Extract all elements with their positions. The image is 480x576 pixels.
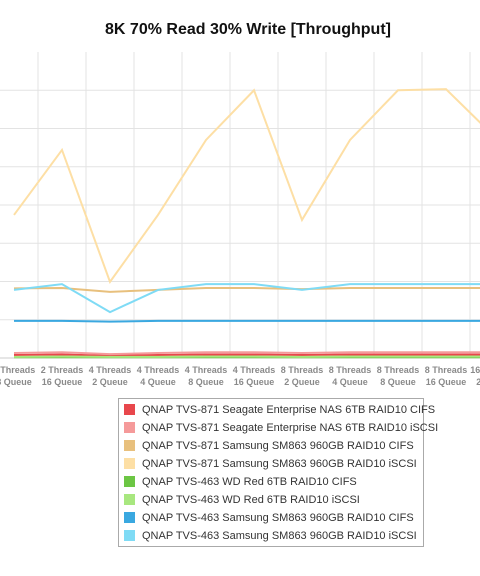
- legend-label: QNAP TVS-871 Seagate Enterprise NAS 6TB …: [142, 422, 438, 434]
- series-line: [13, 351, 480, 356]
- legend-swatch: [124, 422, 135, 433]
- series-line: [13, 283, 480, 314]
- x-tick-label-line: 8 Threads: [425, 365, 468, 375]
- x-tick-label-line: 8 Queue: [0, 377, 32, 387]
- x-tick-label-line: 2 Threads: [41, 365, 84, 375]
- x-tick-label-line: 2 Queue: [92, 377, 128, 387]
- legend-label: QNAP TVS-463 Samsung SM863 960GB RAID10 …: [142, 512, 414, 524]
- legend-swatch: [124, 494, 135, 505]
- legend-label: QNAP TVS-463 WD Red 6TB RAID10 CIFS: [142, 476, 357, 488]
- x-tick-label: 16 Threads 2 Queue: [470, 365, 480, 387]
- x-tick-label: 8 Threads 8 Queue: [377, 365, 420, 387]
- x-tick-label: 8 Threads 4 Queue: [329, 365, 372, 387]
- legend-swatch: [124, 512, 135, 523]
- x-tick-label-line: 8 Queue: [380, 377, 416, 387]
- x-tick-label-line: 2 Queue: [476, 377, 480, 387]
- x-tick-label-line: 2 Threads: [0, 365, 35, 375]
- x-tick-label-line: 8 Queue: [188, 377, 224, 387]
- x-tick-label: 2 Threads 16 Queue: [41, 365, 84, 387]
- x-tick-label-line: 16 Queue: [42, 377, 83, 387]
- x-tick-label-line: 4 Queue: [332, 377, 368, 387]
- x-tick-label-line: 4 Threads: [185, 365, 228, 375]
- legend-swatch: [124, 476, 135, 487]
- legend-label: QNAP TVS-463 Samsung SM863 960GB RAID10 …: [142, 530, 417, 542]
- legend-label: QNAP TVS-463 WD Red 6TB RAID10 iSCSI: [142, 494, 360, 506]
- legend-swatch: [124, 404, 135, 415]
- x-tick-label-line: 8 Threads: [377, 365, 420, 375]
- series-line: [13, 88, 480, 285]
- legend-swatch: [124, 440, 135, 451]
- x-tick-label-line: 4 Threads: [137, 365, 180, 375]
- x-tick-label-line: 4 Threads: [233, 365, 276, 375]
- x-tick-label-line: 4 Threads: [89, 365, 132, 375]
- x-tick-label: 4 Threads 4 Queue: [137, 365, 180, 387]
- x-tick-label: 4 Threads 2 Queue: [89, 365, 132, 387]
- legend-label: QNAP TVS-871 Seagate Enterprise NAS 6TB …: [142, 404, 435, 416]
- x-tick-label: 8 Threads 16 Queue: [425, 365, 468, 387]
- legend-label: QNAP TVS-871 Samsung SM863 960GB RAID10 …: [142, 440, 414, 452]
- legend-swatch: [124, 530, 135, 541]
- legend-swatch: [124, 458, 135, 469]
- x-tick-label-line: 16 Threads: [470, 365, 480, 375]
- x-tick-label-line: 4 Queue: [140, 377, 176, 387]
- x-tick-label-line: 8 Threads: [281, 365, 324, 375]
- x-tick-label: 4 Threads 8 Queue: [185, 365, 228, 387]
- series-line: [13, 353, 480, 357]
- legend-label: QNAP TVS-871 Samsung SM863 960GB RAID10 …: [142, 458, 417, 470]
- x-tick-label: 4 Threads 16 Queue: [233, 365, 276, 387]
- x-tick-label: 2 Threads 8 Queue: [0, 365, 35, 387]
- series-line: [14, 319, 480, 323]
- x-tick-label-line: 2 Queue: [284, 377, 320, 387]
- legend-box: [118, 398, 424, 547]
- x-tick-label-line: 8 Threads: [329, 365, 372, 375]
- series-line: [13, 287, 480, 293]
- chart-title: 8K 70% Read 30% Write [Throughput]: [105, 21, 391, 38]
- x-tick-label-line: 16 Queue: [234, 377, 275, 387]
- x-tick-label-line: 16 Queue: [426, 377, 467, 387]
- x-tick-label: 8 Threads 2 Queue: [281, 365, 324, 387]
